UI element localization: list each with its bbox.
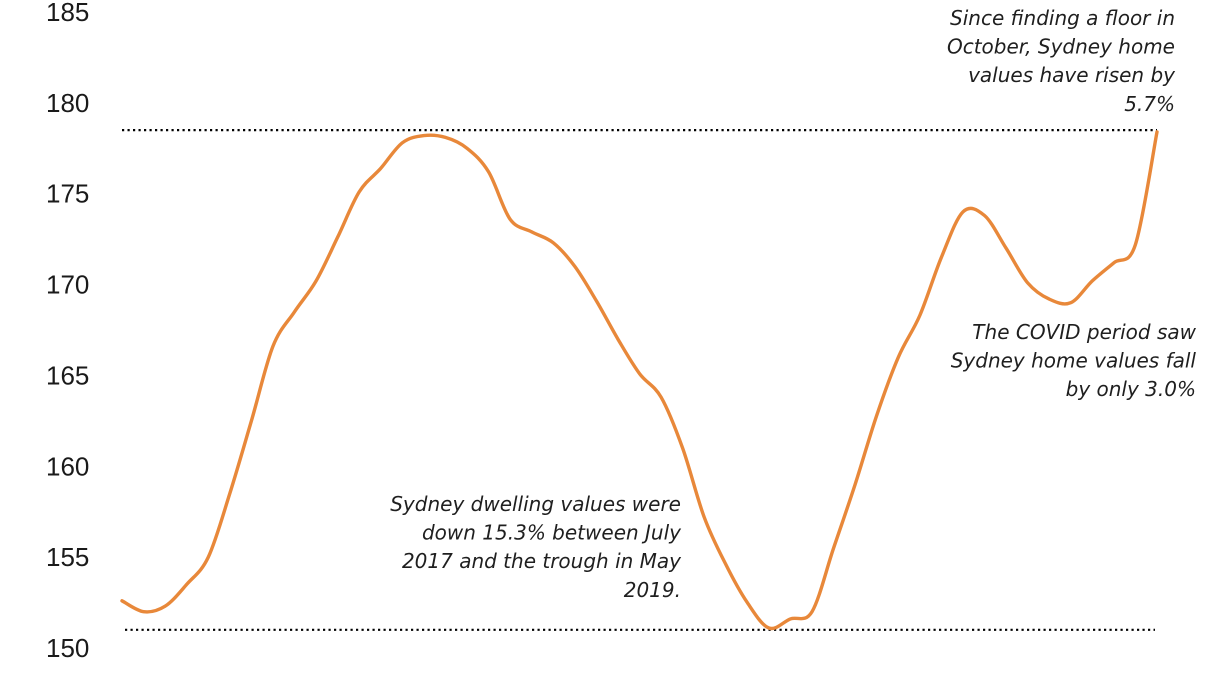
series-group bbox=[120, 130, 1159, 631]
reference-lines bbox=[122, 129, 1157, 631]
y-tick-label: 170 bbox=[46, 270, 89, 300]
annotation-text: October, Sydney home bbox=[947, 35, 1175, 59]
annotation-text: down 15.3% between July bbox=[422, 521, 682, 545]
annotations: Since finding a floor in October, Sydney … bbox=[390, 6, 1196, 602]
annotation-text: 2019. bbox=[624, 578, 681, 602]
y-tick-label: 165 bbox=[46, 360, 89, 390]
annotation-text: by only 3.0% bbox=[1066, 377, 1196, 401]
series-line bbox=[120, 130, 1159, 631]
y-tick-label: 150 bbox=[46, 633, 89, 663]
annotation-text: The COVID period saw bbox=[972, 320, 1196, 344]
annotation-text: Since finding a floor in bbox=[950, 6, 1175, 30]
y-tick-label: 160 bbox=[46, 451, 89, 481]
y-tick-label: 180 bbox=[46, 88, 89, 118]
y-tick-label: 155 bbox=[46, 542, 89, 572]
annotation-text: Sydney dwelling values were bbox=[390, 492, 681, 516]
annotation-text: values have risen by bbox=[968, 63, 1176, 87]
annotation-text: 5.7% bbox=[1124, 92, 1175, 116]
y-tick-label: 175 bbox=[46, 179, 89, 209]
y-axis: 185 180 175 170 165 160 155 150 bbox=[46, 0, 89, 663]
annotation-text: Sydney home values fall bbox=[951, 349, 1197, 373]
y-tick-label: 185 bbox=[46, 0, 89, 27]
annotation-text: 2017 and the trough in May bbox=[402, 549, 682, 573]
